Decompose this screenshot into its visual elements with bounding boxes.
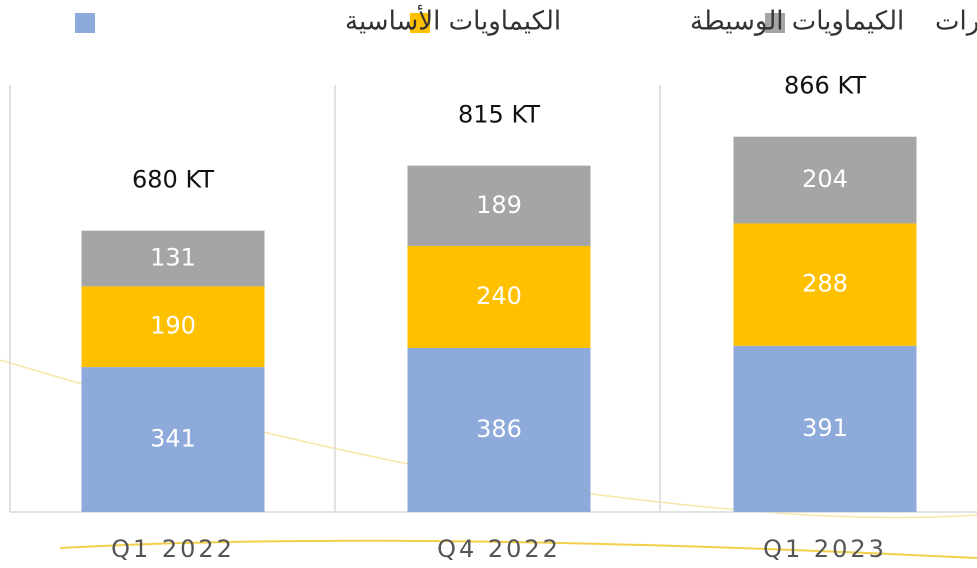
legend-label: البوليمرات: [935, 7, 977, 37]
value-label: 341: [150, 425, 196, 453]
value-label: 131: [150, 243, 196, 271]
value-label: 288: [802, 270, 848, 298]
total-label: 866 KT: [784, 72, 866, 100]
legend-swatch: [75, 13, 95, 33]
x-tick-label: Q1 2023: [763, 535, 887, 563]
legend-label: الكيماويات الأساسية: [345, 4, 561, 37]
value-label: 189: [476, 191, 522, 219]
value-label: 240: [476, 282, 522, 310]
chart: البوليمرات الكيماويات الوسيطة الكيماويات ا…: [0, 0, 977, 568]
value-label: 204: [802, 165, 848, 193]
total-label: 680 KT: [132, 166, 214, 194]
total-label: 815 KT: [458, 101, 540, 129]
value-label: 391: [802, 414, 848, 442]
value-label: 190: [150, 312, 196, 340]
x-tick-label: Q1 2022: [111, 535, 235, 563]
value-label: 386: [476, 415, 522, 443]
legend-label: الكيماويات الوسيطة: [690, 7, 904, 37]
x-tick-label: Q4 2022: [437, 535, 561, 563]
